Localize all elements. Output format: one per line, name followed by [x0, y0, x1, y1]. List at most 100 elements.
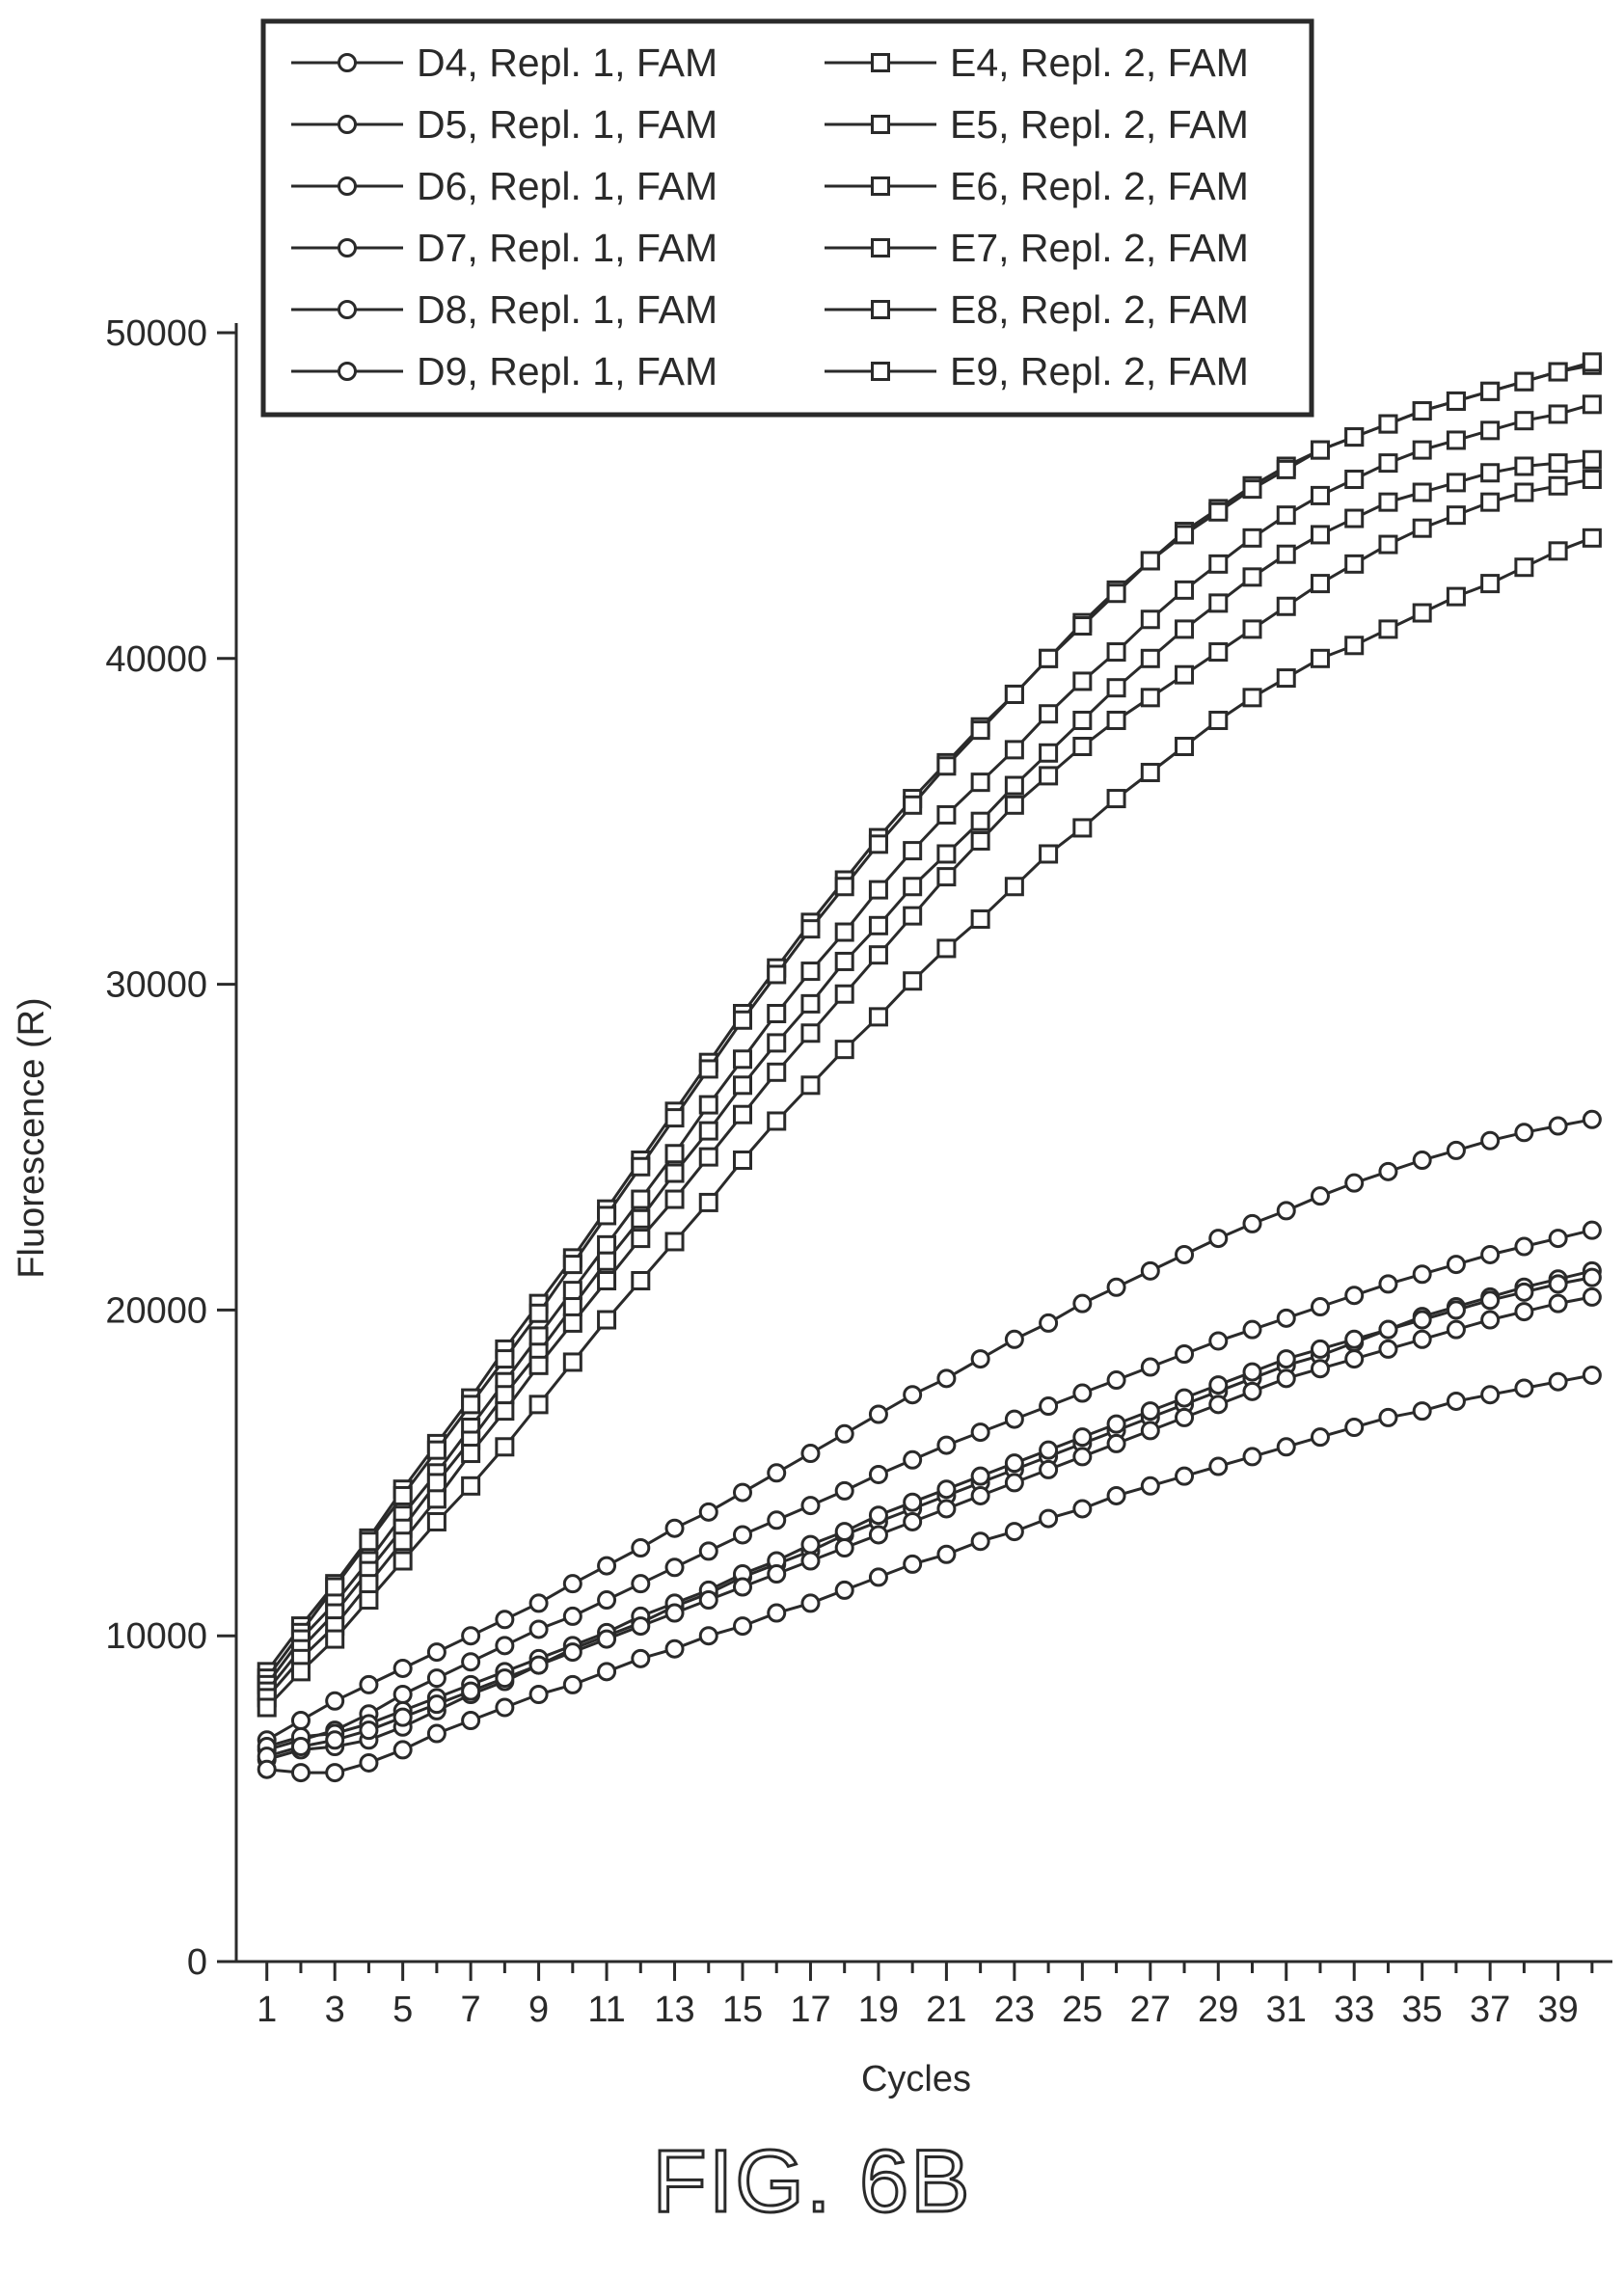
data-point: [1344, 1286, 1365, 1306]
series-line: [265, 360, 1593, 1679]
data-point: [392, 1740, 413, 1760]
data-point: [631, 1537, 651, 1557]
data-point: [1004, 684, 1024, 704]
data-point: [903, 971, 923, 991]
data-point: [1378, 492, 1398, 512]
data-point: [528, 1619, 549, 1639]
data-point: [325, 1730, 345, 1750]
series-8: [257, 352, 1602, 1689]
data-point: [1242, 619, 1262, 639]
legend-marker: [871, 53, 890, 72]
data-point: [1039, 844, 1059, 864]
data-point: [325, 1691, 345, 1711]
x-tick-label: 19: [858, 1990, 899, 2030]
data-point: [767, 1004, 787, 1024]
data-point: [834, 922, 854, 942]
data-point: [1412, 1264, 1432, 1285]
data-point: [461, 1626, 481, 1646]
data-point: [631, 1574, 651, 1594]
data-point: [664, 1189, 685, 1209]
data-point: [1480, 492, 1501, 512]
data-point: [903, 841, 923, 861]
legend-entry: D8, Repl. 1, FAM: [291, 287, 717, 332]
data-point: [1140, 688, 1160, 708]
data-point: [1175, 580, 1195, 600]
series-line: [265, 536, 1593, 1709]
data-point: [528, 1655, 549, 1675]
data-point: [698, 1590, 718, 1611]
data-point: [597, 1310, 617, 1330]
data-point: [732, 1075, 752, 1096]
legend-entry: E7, Repl. 2, FAM: [825, 226, 1249, 270]
data-point: [868, 915, 888, 935]
data-point: [1106, 583, 1126, 604]
data-point: [1378, 1339, 1398, 1359]
data-point: [800, 919, 821, 939]
data-point: [970, 1466, 990, 1486]
data-point: [631, 1208, 651, 1229]
data-point: [698, 1192, 718, 1212]
legend-entry: D6, Repl. 1, FAM: [291, 164, 717, 208]
data-point: [664, 1639, 685, 1659]
data-point: [732, 1104, 752, 1124]
data-point: [1480, 1130, 1501, 1151]
data-point: [936, 1368, 957, 1389]
data-point: [1446, 1255, 1466, 1275]
data-point: [631, 1616, 651, 1637]
data-point: [1276, 596, 1296, 616]
data-point: [1140, 1421, 1160, 1441]
data-point: [1446, 586, 1466, 607]
y-axis-title: Fluorescence (R): [12, 997, 52, 1278]
data-point: [1039, 1313, 1059, 1333]
data-point: [1344, 508, 1365, 528]
data-point: [1412, 1401, 1432, 1422]
data-point: [325, 1763, 345, 1783]
x-tick-label: 7: [461, 1990, 481, 2030]
legend-marker: [871, 115, 890, 134]
data-point: [698, 1626, 718, 1646]
data-point: [1276, 1437, 1296, 1457]
data-point: [1208, 1331, 1229, 1351]
data-point: [1276, 459, 1296, 479]
y-tick-label: 0: [187, 1942, 207, 1983]
data-point: [732, 1616, 752, 1637]
data-point: [461, 1476, 481, 1496]
series-10: [257, 449, 1602, 1701]
data-point: [392, 1685, 413, 1705]
data-point: [936, 938, 957, 959]
x-tick-label: 21: [926, 1990, 966, 2030]
data-point: [767, 1510, 787, 1530]
data-point: [290, 1763, 311, 1783]
data-point: [767, 1062, 787, 1082]
data-point: [1310, 525, 1330, 545]
series-1: [257, 1109, 1602, 1750]
data-point: [800, 1075, 821, 1096]
data-point: [1412, 1329, 1432, 1349]
data-point: [1175, 664, 1195, 685]
data-point: [1039, 704, 1059, 724]
data-point: [664, 1232, 685, 1252]
data-point: [1072, 1383, 1093, 1403]
data-point: [597, 1662, 617, 1682]
data-point: [1310, 1297, 1330, 1317]
legend-entry: E9, Repl. 2, FAM: [825, 349, 1249, 393]
data-point: [1106, 1433, 1126, 1453]
data-point: [698, 1121, 718, 1141]
data-point: [1004, 775, 1024, 796]
data-point: [461, 1711, 481, 1731]
data-point: [495, 1697, 515, 1718]
data-point: [1412, 603, 1432, 623]
legend-entry: D9, Repl. 1, FAM: [291, 349, 717, 393]
data-point: [903, 1554, 923, 1574]
data-point: [1072, 1427, 1093, 1448]
data-point: [1446, 505, 1466, 526]
legend-label: E5, Repl. 2, FAM: [950, 102, 1249, 147]
series-line: [265, 458, 1593, 1693]
x-tick-label: 33: [1334, 1990, 1374, 2030]
legend-entry: E5, Repl. 2, FAM: [825, 102, 1249, 147]
data-point: [1106, 1277, 1126, 1297]
data-point: [1106, 642, 1126, 663]
series-6: [257, 1365, 1602, 1783]
data-point: [359, 1720, 379, 1741]
data-point: [732, 1482, 752, 1503]
